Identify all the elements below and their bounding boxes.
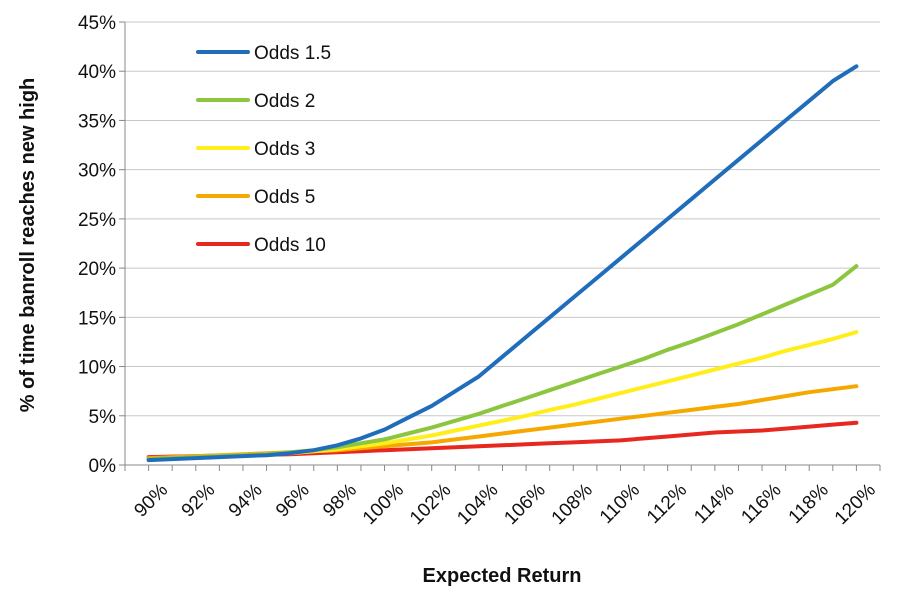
y-tick-label: 20% <box>78 259 116 280</box>
x-tick-label: 96% <box>272 480 314 522</box>
y-tick-label: 0% <box>89 456 117 477</box>
x-tick-label: 98% <box>319 480 361 522</box>
x-tick-label: 114% <box>690 480 738 528</box>
x-tick-label: 118% <box>785 480 833 528</box>
x-tick-label: 94% <box>225 480 267 522</box>
gridlines <box>125 21 880 417</box>
y-tick-label: 10% <box>78 358 116 379</box>
y-tick-label: 15% <box>78 308 116 329</box>
x-tick-label: 108% <box>548 480 597 529</box>
series-lines <box>146 64 859 463</box>
y-tick-label: 5% <box>89 407 117 428</box>
y-tick-label: 25% <box>78 210 116 231</box>
y-tick-label: 40% <box>78 62 116 83</box>
legend-label: Odds 3 <box>254 139 315 160</box>
x-tick-label: 120% <box>831 480 880 529</box>
series-line-3 <box>146 330 859 462</box>
y-axis-title: % of time banroll reaches new high <box>17 78 39 413</box>
x-axis-ticks: 90% 92% 94% 96% 98%100%102%104%106%108%110%1… <box>124 465 881 529</box>
series-line-1 <box>146 64 859 463</box>
legend-label: Odds 5 <box>254 187 315 208</box>
y-tick-label: 30% <box>78 161 116 182</box>
x-tick-label: 92% <box>178 480 220 522</box>
legend: Odds 1.5 Odds 2 Odds 3 Odds 5 Odds 10 <box>196 43 331 256</box>
legend-label: Odds 1.5 <box>254 43 331 64</box>
legend-label: Odds 2 <box>254 91 315 112</box>
x-tick-label: 100% <box>359 480 408 529</box>
legend-label: Odds 10 <box>254 235 326 256</box>
x-tick-label: 116% <box>737 480 785 528</box>
x-tick-label: 90% <box>130 480 172 522</box>
y-tick-label: 35% <box>78 111 116 132</box>
x-axis-title: Expected Return <box>423 565 582 587</box>
x-tick-label: 106% <box>500 480 549 529</box>
x-tick-label: 102% <box>406 480 455 529</box>
y-tick-label: 45% <box>78 13 116 34</box>
x-tick-label: 112% <box>643 480 691 528</box>
x-tick-label: 110% <box>596 480 644 528</box>
y-axis-ticks: 0% 5% 10% 15% 20% 25% 30% 35% 40% 45% <box>78 13 125 477</box>
x-tick-label: 104% <box>453 480 502 529</box>
